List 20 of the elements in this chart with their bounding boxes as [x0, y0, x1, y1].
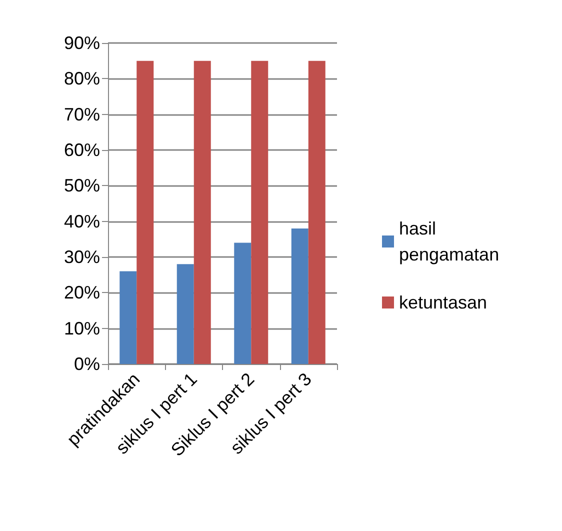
y-tick-label: 20% — [64, 282, 100, 303]
bar — [308, 60, 326, 364]
y-tick-label: 10% — [64, 318, 100, 338]
bar — [251, 60, 268, 364]
y-tick-label: 80% — [64, 68, 100, 89]
bar — [291, 228, 308, 364]
bar — [194, 60, 211, 364]
y-tick-label: 0% — [74, 354, 100, 374]
legend-label: ketuntasan — [399, 292, 488, 312]
y-tick-label: 60% — [64, 140, 100, 160]
legend-label: hasil pengamatan — [399, 218, 500, 264]
y-tick-label: 40% — [64, 211, 100, 232]
y-tick-label: 50% — [64, 176, 100, 196]
y-tick-label: 30% — [64, 247, 100, 267]
bar — [120, 271, 137, 364]
bar — [234, 242, 252, 364]
y-tick-label: 70% — [64, 104, 100, 124]
y-tick-label: 90% — [64, 33, 100, 53]
bar — [176, 264, 194, 364]
bar — [136, 60, 154, 364]
